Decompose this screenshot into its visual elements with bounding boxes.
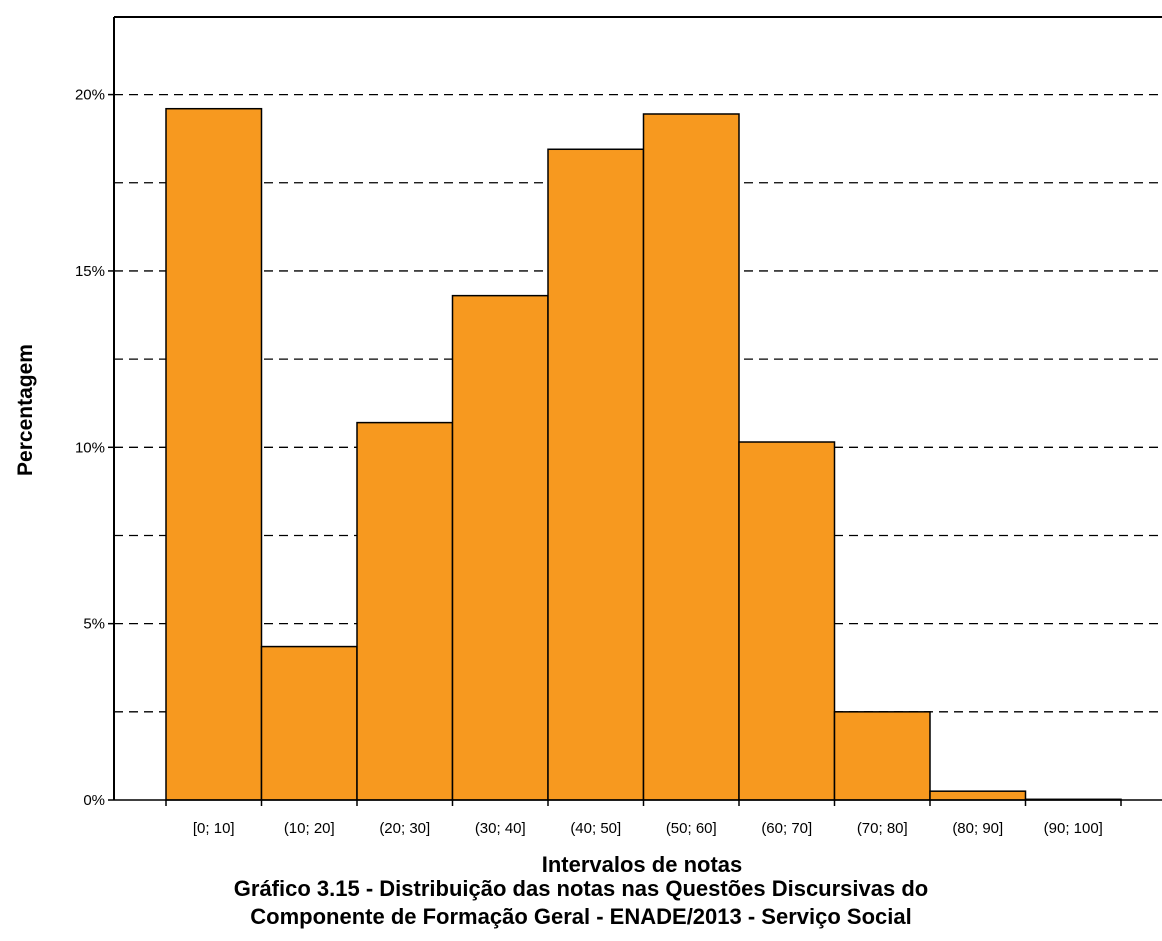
gridlines xyxy=(114,93,1162,713)
bar xyxy=(260,645,358,801)
y-tick-label: 0% xyxy=(83,792,105,809)
y-ticks: 0% 5% 10% 15% 20% xyxy=(75,87,114,809)
bar xyxy=(547,148,645,801)
bar xyxy=(738,441,836,801)
bar xyxy=(356,421,454,801)
bar xyxy=(642,113,740,801)
x-tick-label: (60; 70] xyxy=(761,820,812,837)
y-tick-label: 5% xyxy=(83,616,105,633)
bar xyxy=(451,294,549,801)
x-tick-label: (90; 100] xyxy=(1044,820,1103,837)
figure-caption-line-2: Componente de Formação Geral - ENADE/201… xyxy=(250,904,912,929)
x-tick-label: (80; 90] xyxy=(952,820,1003,837)
x-tick-label: (30; 40] xyxy=(475,820,526,837)
x-tick-label: (70; 80] xyxy=(857,820,908,837)
axes xyxy=(113,16,1162,801)
y-tick-label: 10% xyxy=(75,439,105,456)
x-tick-label: (40; 50] xyxy=(570,820,621,837)
figure-caption-line-1: Gráfico 3.15 - Distribuição das notas na… xyxy=(233,876,929,901)
x-tick-label: (50; 60] xyxy=(666,820,717,837)
bar xyxy=(833,711,931,801)
x-axis-label: Intervalos de notas xyxy=(542,852,743,877)
y-tick-label: 15% xyxy=(75,263,105,280)
bar xyxy=(165,107,263,801)
y-tick-label: 20% xyxy=(75,87,105,104)
x-ticks: [0; 10] (10; 20] (20; 30] (30; 40] (40; 50] (… xyxy=(165,800,1122,837)
x-tick-label: (10; 20] xyxy=(284,820,335,837)
x-tick-label: (20; 30] xyxy=(379,820,430,837)
y-axis-label: Percentagem xyxy=(14,344,37,476)
x-tick-label: [0; 10] xyxy=(193,820,235,837)
bar xyxy=(929,790,1027,801)
